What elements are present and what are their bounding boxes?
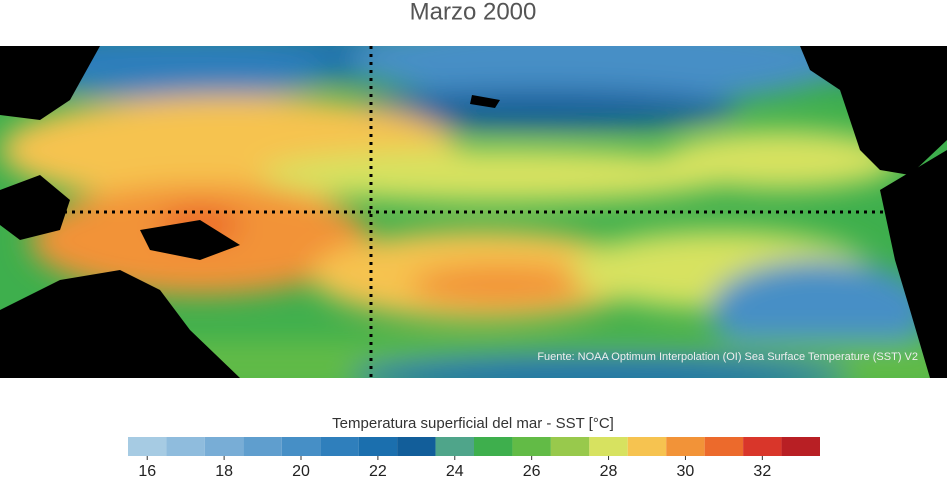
tick-label: 20 xyxy=(292,463,310,480)
tick-label: 32 xyxy=(753,463,771,480)
colorbar-segment xyxy=(358,437,398,456)
colorbar-segment xyxy=(550,437,590,456)
colorbar-segment xyxy=(627,437,667,456)
tick-label: 30 xyxy=(677,463,695,480)
colorbar-segment xyxy=(281,437,321,456)
tick-label: 18 xyxy=(215,463,233,480)
colorbar-segment xyxy=(397,437,436,456)
colorbar-segment xyxy=(128,437,167,456)
colorbar-segment xyxy=(474,437,513,456)
source-note: Fuente: NOAA Optimum Interpolation (OI) … xyxy=(537,351,918,363)
colorbar-segment xyxy=(743,437,782,456)
colorbar-segment xyxy=(204,437,244,456)
tick-label: 24 xyxy=(446,463,464,480)
colorbar: 16 18 20 22 24 26 28 30 32 xyxy=(128,437,820,480)
colorbar-segment xyxy=(320,437,359,456)
colorbar-segment xyxy=(166,437,205,456)
tick-label: 22 xyxy=(369,463,387,480)
colorbar-segment xyxy=(781,437,820,456)
tick-label: 28 xyxy=(600,463,618,480)
colorbar-segment xyxy=(704,437,744,456)
tick-label: 26 xyxy=(523,463,541,480)
colorbar-label: Temperatura superficial del mar - SST [°… xyxy=(332,415,614,432)
colorbar-segment xyxy=(589,437,628,456)
sst-map xyxy=(0,46,947,378)
map-title: Marzo 2000 xyxy=(410,0,537,25)
colorbar-segment xyxy=(512,437,551,456)
colorbar-segment xyxy=(243,437,282,456)
tick-label: 16 xyxy=(138,463,156,480)
colorbar-segment xyxy=(666,437,705,456)
colorbar-segment xyxy=(435,437,474,456)
